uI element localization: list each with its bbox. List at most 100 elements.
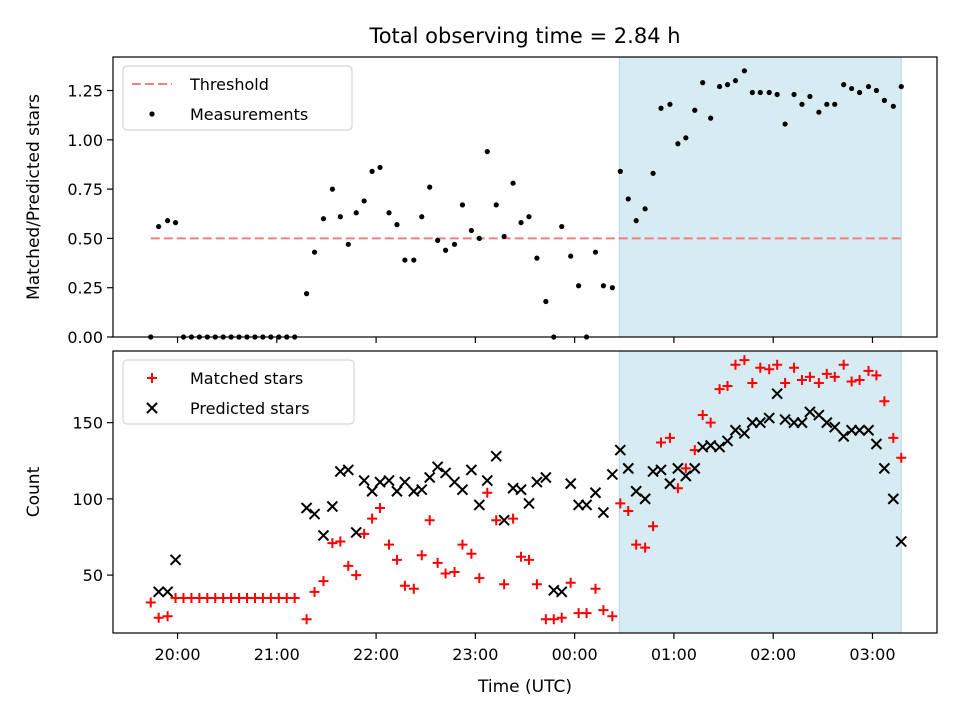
predicted-star-point [589, 487, 602, 499]
measurement-point [411, 257, 417, 263]
predicted-star-point [821, 416, 833, 429]
measurement-point [700, 80, 706, 86]
measurement-point [559, 223, 565, 230]
x-tick-label: 20:00 [154, 645, 200, 664]
predicted-star-point [456, 484, 469, 496]
matched-star-point [145, 597, 156, 608]
legend-label: Measurements [190, 105, 308, 124]
measurement-point [435, 237, 441, 243]
y-tick-label: 1.00 [67, 131, 103, 150]
matched-star-point [449, 567, 460, 578]
y-tick-label: 0.50 [67, 229, 103, 248]
measurement-point [824, 101, 830, 107]
matched-star-point [432, 557, 443, 568]
matched-star-point [581, 608, 592, 619]
matched-star-point [335, 536, 346, 547]
matched-star-point [416, 550, 427, 561]
predicted-star-point [622, 462, 634, 475]
matched-star-point [375, 503, 386, 514]
measurement-point [377, 164, 383, 171]
matched-star-point [689, 445, 700, 456]
matched-star-point [383, 539, 394, 550]
predicted-star-point [490, 450, 502, 462]
predicted-star-point [738, 427, 751, 440]
matched-star-point [755, 362, 766, 373]
legend-measurement-swatch [149, 111, 155, 117]
measurement-point [510, 180, 516, 186]
measurement-point [667, 101, 673, 107]
matched-star-point [457, 539, 468, 550]
measurement-point [311, 249, 318, 255]
matched-star-point [747, 378, 758, 389]
predicted-star-point [754, 416, 766, 429]
measurement-point [329, 186, 336, 192]
predicted-star-point [531, 476, 543, 488]
y-tick-label: 0.75 [67, 180, 103, 199]
predicted-star-point [779, 413, 791, 426]
matched-star-point [623, 506, 634, 517]
measurement-point [881, 97, 887, 103]
measurement-point [361, 198, 367, 204]
measurement-point [898, 83, 904, 90]
measurement-point [165, 218, 171, 224]
predicted-star-point [664, 477, 676, 490]
matched-star-point [508, 513, 519, 524]
measurement-point [692, 107, 698, 113]
matched-star-point [697, 410, 708, 421]
y-tick-label: 1.25 [67, 82, 103, 101]
x-tick-label: 00:00 [552, 645, 598, 664]
matched-star-point [391, 554, 402, 565]
legend-box [122, 359, 355, 425]
predicted-star-point [423, 471, 436, 484]
x-tick-label: 21:00 [254, 645, 300, 664]
predicted-star-point [796, 416, 808, 429]
predicted-star-point [639, 493, 651, 505]
measurement-point [419, 214, 425, 220]
matched-star-point [499, 579, 510, 590]
legend-label: Threshold [189, 75, 269, 94]
measurement-point [369, 168, 375, 174]
legend-label: Predicted stars [190, 399, 310, 418]
measurement-point [576, 283, 582, 289]
predicted-star-point [523, 497, 535, 510]
matched-star-point [359, 528, 370, 539]
matched-star-point [482, 487, 493, 498]
predicted-star-point [481, 474, 493, 487]
measurement-point [766, 89, 772, 96]
matched-star-point [408, 583, 419, 594]
matched-star-point [343, 560, 354, 571]
measurement-point [501, 233, 507, 240]
matched-star-point [590, 583, 601, 594]
measurement-point [799, 101, 805, 107]
measurement-point [741, 68, 748, 74]
matched-star-point [327, 538, 338, 549]
predicted-star-point [169, 554, 182, 566]
predicted-star-point [431, 461, 444, 473]
matched-star-point [367, 513, 378, 524]
measurement-point [642, 206, 648, 212]
matched-star-point [664, 432, 675, 443]
measurement-point [320, 216, 327, 222]
measurement-point [658, 105, 664, 111]
matched-star-point [863, 365, 874, 376]
matched-star-point [640, 542, 651, 553]
matched-star-point [466, 548, 477, 559]
measurement-point [609, 285, 615, 291]
y-tick-label: 100 [72, 490, 103, 509]
matched-star-point [764, 364, 775, 375]
measurement-point [402, 257, 408, 263]
matched-star-point [607, 611, 618, 622]
measurement-point [518, 220, 524, 226]
matched-star-point [615, 498, 626, 509]
predicted-star-point [540, 471, 552, 484]
matched-star-point [838, 359, 849, 370]
predicted-star-point [804, 406, 816, 418]
measurement-point [873, 87, 880, 94]
measurement-point [683, 135, 689, 141]
matched-star-point [516, 551, 527, 562]
measurement-point [849, 85, 855, 92]
predicted-star-point [713, 441, 726, 453]
matched-star-point [598, 605, 609, 616]
matched-star-point [804, 371, 815, 382]
predicted-star-point [383, 474, 395, 487]
